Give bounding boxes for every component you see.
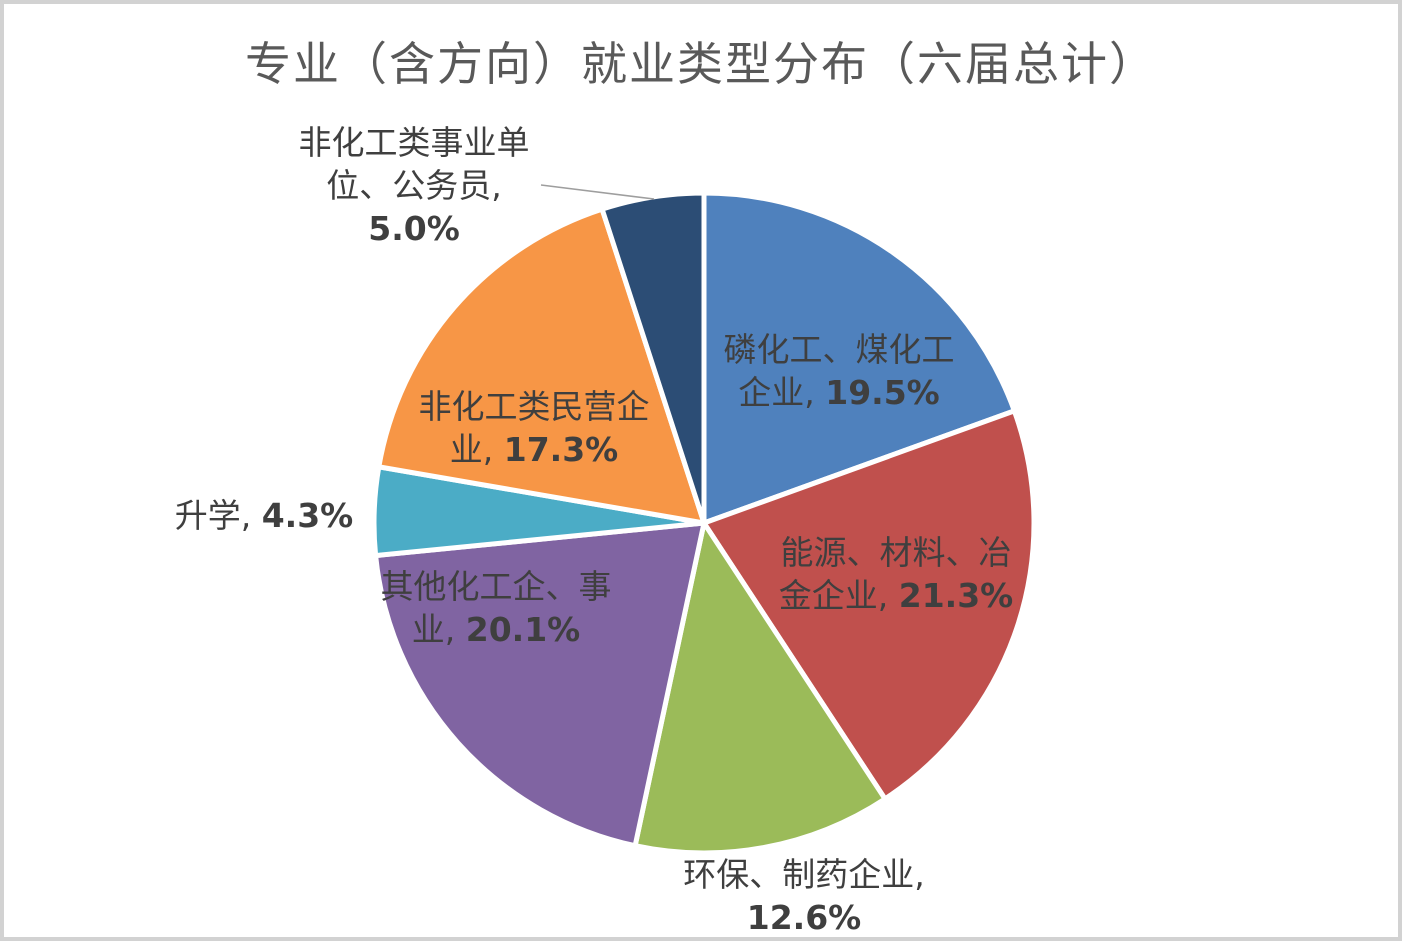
- slice-label-line: 业, 17.3%: [449, 430, 619, 469]
- pie-slice-environment-pharma[interactable]: [632, 520, 888, 856]
- labels-layer: 磷化工、煤化工 企业, 19.5% 能源、材料、冶 金企业, 21.3% 环保、制药企业…: [4, 4, 1398, 937]
- slice-label-line: 5.0%: [368, 209, 460, 248]
- slice-label-other-chemical: 其他化工企、事 业, 20.1%: [326, 565, 666, 651]
- slice-label-energy-materials-metallurgy: 能源、材料、冶 金企业, 21.3%: [726, 531, 1066, 617]
- pie-slice-energy-materials-metallurgy[interactable]: [701, 408, 1037, 802]
- pie-slice-non-chemical-private[interactable]: [376, 206, 707, 526]
- pie-chart: [371, 184, 1037, 856]
- slice-label-non-chemical-private: 非化工类民营企 业, 17.3%: [364, 385, 704, 471]
- chart-title: 专业（含方向）就业类型分布（六届总计）: [245, 37, 1157, 91]
- slice-label-line: 非化工类事业单: [298, 123, 530, 162]
- slice-label-line: 环保、制药企业,: [683, 855, 925, 894]
- slice-label-line: 12.6%: [746, 898, 862, 937]
- slice-label-line: 企业, 19.5%: [738, 373, 940, 412]
- slice-label-line: 能源、材料、冶: [780, 533, 1012, 572]
- pie-slice-non-chemical-public[interactable]: [599, 190, 707, 526]
- slice-label-line: 磷化工、煤化工: [723, 330, 955, 369]
- pie-slices-group: [371, 190, 1037, 856]
- leader-line: [540, 184, 655, 200]
- slice-label-line: 位、公务员,: [326, 166, 502, 205]
- slice-label-line: 升学, 4.3%: [174, 496, 354, 535]
- slice-label-line: 其他化工企、事: [380, 567, 612, 606]
- slice-label-line: 业, 20.1%: [411, 610, 581, 649]
- slice-label-environment-pharma: 环保、制药企业, 12.6%: [634, 853, 974, 937]
- slice-label-line: 金企业, 21.3%: [778, 576, 1014, 615]
- slice-label-phosphorus-coal-chemical: 磷化工、煤化工 企业, 19.5%: [669, 328, 1009, 414]
- slice-label-non-chemical-public: 非化工类事业单 位、公务员, 5.0%: [244, 121, 584, 250]
- pie-slice-other-chemical[interactable]: [373, 520, 707, 849]
- pie-slice-phosphorus-coal-chemical[interactable]: [701, 190, 1017, 526]
- slice-label-line: 非化工类民营企: [418, 387, 650, 426]
- slice-label-further-study: 升学, 4.3%: [114, 494, 414, 537]
